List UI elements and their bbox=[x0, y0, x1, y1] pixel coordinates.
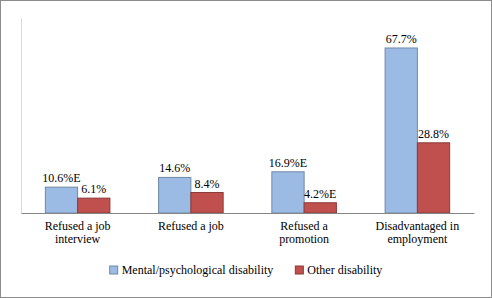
legend-label: Mental/psychological disability bbox=[122, 263, 274, 277]
x-tick: Refused apromotion bbox=[279, 219, 329, 246]
bars bbox=[45, 48, 449, 213]
data-label: 28.8% bbox=[418, 127, 449, 141]
bar bbox=[45, 187, 77, 213]
bar bbox=[191, 193, 223, 213]
bar bbox=[78, 198, 110, 213]
bar bbox=[159, 177, 191, 213]
x-tick-label: Disadvantaged inemployment bbox=[376, 219, 460, 246]
bar bbox=[417, 143, 449, 213]
x-tick: Disadvantaged inemployment bbox=[376, 219, 460, 246]
data-label: 6.1% bbox=[81, 182, 106, 196]
legend-swatch bbox=[110, 266, 118, 274]
x-axis: Refused a jobinterview Refused a job Refus… bbox=[22, 214, 475, 246]
data-label: 16.9%E bbox=[269, 156, 307, 170]
data-label: 10.6%E bbox=[42, 171, 80, 185]
legend-swatch bbox=[295, 266, 303, 274]
data-label: 8.4% bbox=[195, 177, 220, 191]
data-labels: 10.6%E 14.6% 16.9%E 67.7% 6.1% 8.4% 4.2%E 28.8% bbox=[42, 32, 449, 201]
legend: Mental/psychological disability Other dis… bbox=[110, 263, 383, 277]
plot: 10.6%E 14.6% 16.9%E 67.7% 6.1% 8.4% 4.2%E 28.8%… bbox=[22, 19, 475, 246]
data-label: 67.7% bbox=[386, 32, 417, 46]
x-tick: Refused a jobinterview bbox=[45, 219, 111, 246]
data-label: 14.6% bbox=[159, 161, 190, 175]
y-axis-line bbox=[21, 19, 22, 214]
bar bbox=[304, 203, 336, 213]
bar bbox=[272, 172, 304, 213]
legend-item: Other disability bbox=[295, 263, 382, 277]
x-tick-label: Refused apromotion bbox=[279, 219, 329, 246]
y-axis bbox=[21, 19, 22, 214]
x-axis-line bbox=[22, 213, 475, 214]
x-tick: Refused a job bbox=[158, 219, 224, 233]
chart-frame bbox=[1, 1, 492, 298]
chart: 10.6%E 14.6% 16.9%E 67.7% 6.1% 8.4% 4.2%E 28.8%… bbox=[0, 0, 492, 298]
data-label: 4.2%E bbox=[304, 187, 336, 201]
x-tick-label: Refused a job bbox=[158, 219, 224, 233]
x-tick-label: Refused a jobinterview bbox=[45, 219, 111, 246]
legend-item: Mental/psychological disability bbox=[110, 263, 274, 277]
bar bbox=[385, 48, 417, 213]
legend-label: Other disability bbox=[307, 263, 382, 277]
